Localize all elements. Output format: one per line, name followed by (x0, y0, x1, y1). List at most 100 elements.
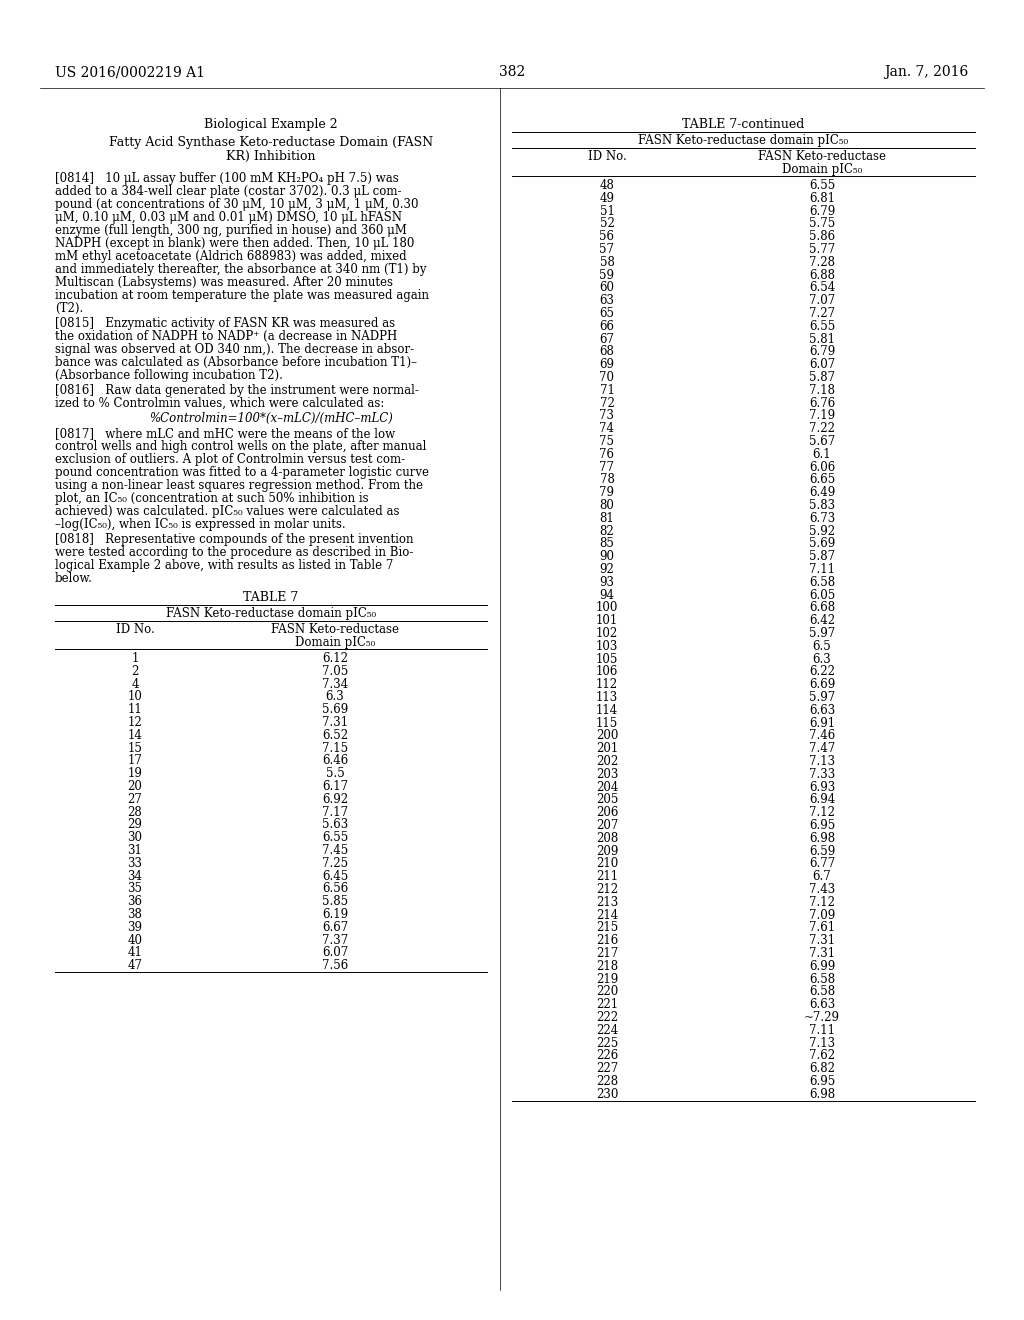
Text: 6.94: 6.94 (809, 793, 836, 807)
Text: 20: 20 (128, 780, 142, 793)
Text: 39: 39 (128, 921, 142, 933)
Text: 6.98: 6.98 (809, 832, 835, 845)
Text: 36: 36 (128, 895, 142, 908)
Text: 5.97: 5.97 (809, 690, 836, 704)
Text: 6.22: 6.22 (809, 665, 835, 678)
Text: signal was observed at OD 340 nm,). The decrease in absor-: signal was observed at OD 340 nm,). The … (55, 343, 414, 356)
Text: 226: 226 (596, 1049, 618, 1063)
Text: bance was calculated as (Absorbance before incubation T1)–: bance was calculated as (Absorbance befo… (55, 356, 417, 370)
Text: 7.07: 7.07 (809, 294, 836, 308)
Text: 6.88: 6.88 (809, 268, 835, 281)
Text: 6.55: 6.55 (809, 180, 836, 191)
Text: 72: 72 (600, 396, 614, 409)
Text: 113: 113 (596, 690, 618, 704)
Text: 105: 105 (596, 652, 618, 665)
Text: 28: 28 (128, 805, 142, 818)
Text: 5.81: 5.81 (809, 333, 835, 346)
Text: 12: 12 (128, 715, 142, 729)
Text: 14: 14 (128, 729, 142, 742)
Text: 6.99: 6.99 (809, 960, 836, 973)
Text: 6.81: 6.81 (809, 191, 835, 205)
Text: 7.09: 7.09 (809, 908, 836, 921)
Text: 221: 221 (596, 998, 618, 1011)
Text: 82: 82 (600, 524, 614, 537)
Text: 94: 94 (599, 589, 614, 602)
Text: 382: 382 (499, 65, 525, 79)
Text: 6.06: 6.06 (809, 461, 836, 474)
Text: 6.63: 6.63 (809, 704, 836, 717)
Text: 68: 68 (600, 346, 614, 359)
Text: 6.79: 6.79 (809, 346, 836, 359)
Text: FASN Keto-reductase: FASN Keto-reductase (271, 623, 399, 636)
Text: 27: 27 (128, 793, 142, 805)
Text: 92: 92 (600, 564, 614, 576)
Text: 81: 81 (600, 512, 614, 525)
Text: 112: 112 (596, 678, 618, 692)
Text: 90: 90 (599, 550, 614, 564)
Text: enzyme (full length, 300 ng, purified in house) and 360 μM: enzyme (full length, 300 ng, purified in… (55, 224, 407, 238)
Text: [0816]   Raw data generated by the instrument were normal-: [0816] Raw data generated by the instrum… (55, 384, 419, 397)
Text: plot, an IC₅₀ (concentration at such 50% inhibition is: plot, an IC₅₀ (concentration at such 50%… (55, 492, 369, 506)
Text: 6.95: 6.95 (809, 1074, 836, 1088)
Text: 6.56: 6.56 (322, 882, 348, 895)
Text: 220: 220 (596, 986, 618, 998)
Text: 114: 114 (596, 704, 618, 717)
Text: 10: 10 (128, 690, 142, 704)
Text: 207: 207 (596, 818, 618, 832)
Text: 7.62: 7.62 (809, 1049, 835, 1063)
Text: 40: 40 (128, 933, 142, 946)
Text: logical Example 2 above, with results as listed in Table 7: logical Example 2 above, with results as… (55, 558, 393, 572)
Text: 33: 33 (128, 857, 142, 870)
Text: 212: 212 (596, 883, 618, 896)
Text: 6.3: 6.3 (326, 690, 344, 704)
Text: NADPH (except in blank) were then added. Then, 10 μL 180: NADPH (except in blank) were then added.… (55, 238, 415, 249)
Text: Domain pIC₅₀: Domain pIC₅₀ (295, 636, 375, 649)
Text: 34: 34 (128, 870, 142, 883)
Text: 216: 216 (596, 935, 618, 948)
Text: TABLE 7: TABLE 7 (244, 591, 299, 605)
Text: 48: 48 (600, 180, 614, 191)
Text: 204: 204 (596, 780, 618, 793)
Text: 6.58: 6.58 (809, 973, 835, 986)
Text: 5.77: 5.77 (809, 243, 836, 256)
Text: 6.58: 6.58 (809, 986, 835, 998)
Text: 66: 66 (599, 319, 614, 333)
Text: 19: 19 (128, 767, 142, 780)
Text: incubation at room temperature the plate was measured again: incubation at room temperature the plate… (55, 289, 429, 302)
Text: [0817]   where mLC and mHC were the means of the low: [0817] where mLC and mHC were the means … (55, 426, 395, 440)
Text: 100: 100 (596, 602, 618, 614)
Text: 2: 2 (131, 665, 138, 677)
Text: 38: 38 (128, 908, 142, 921)
Text: 209: 209 (596, 845, 618, 858)
Text: 7.11: 7.11 (809, 1024, 835, 1036)
Text: the oxidation of NADPH to NADP⁺ (a decrease in NADPH: the oxidation of NADPH to NADP⁺ (a decre… (55, 330, 397, 343)
Text: 75: 75 (599, 436, 614, 447)
Text: 63: 63 (599, 294, 614, 308)
Text: (Absorbance following incubation T2).: (Absorbance following incubation T2). (55, 370, 283, 381)
Text: 201: 201 (596, 742, 618, 755)
Text: 211: 211 (596, 870, 618, 883)
Text: 58: 58 (600, 256, 614, 269)
Text: Multiscan (Labsystems) was measured. After 20 minutes: Multiscan (Labsystems) was measured. Aft… (55, 276, 393, 289)
Text: 6.63: 6.63 (809, 998, 836, 1011)
Text: 17: 17 (128, 755, 142, 767)
Text: 6.55: 6.55 (809, 319, 836, 333)
Text: 70: 70 (599, 371, 614, 384)
Text: 6.55: 6.55 (322, 832, 348, 845)
Text: 7.19: 7.19 (809, 409, 835, 422)
Text: 57: 57 (599, 243, 614, 256)
Text: 6.42: 6.42 (809, 614, 835, 627)
Text: FASN Keto-reductase domain pIC₅₀: FASN Keto-reductase domain pIC₅₀ (638, 135, 848, 147)
Text: 7.34: 7.34 (322, 677, 348, 690)
Text: 6.67: 6.67 (322, 921, 348, 933)
Text: 5.87: 5.87 (809, 550, 835, 564)
Text: 6.19: 6.19 (322, 908, 348, 921)
Text: 7.47: 7.47 (809, 742, 836, 755)
Text: 101: 101 (596, 614, 618, 627)
Text: (T2).: (T2). (55, 302, 83, 315)
Text: 6.77: 6.77 (809, 858, 836, 870)
Text: 7.61: 7.61 (809, 921, 835, 935)
Text: 224: 224 (596, 1024, 618, 1036)
Text: 6.68: 6.68 (809, 602, 835, 614)
Text: 29: 29 (128, 818, 142, 832)
